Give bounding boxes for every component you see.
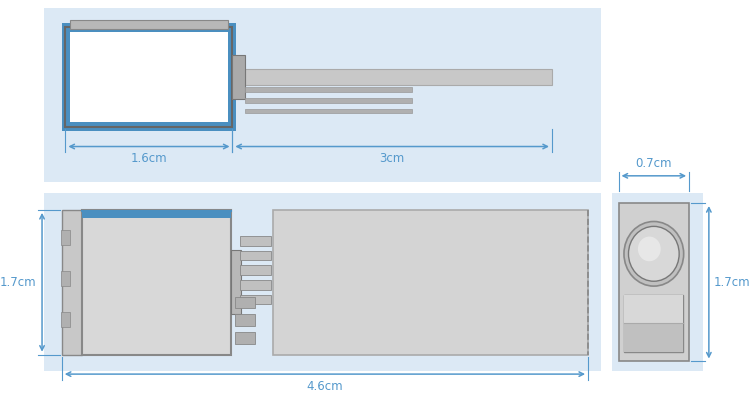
Bar bbox=[70, 32, 228, 122]
Bar bbox=[62, 210, 82, 355]
Bar bbox=[245, 109, 412, 113]
Circle shape bbox=[628, 227, 680, 281]
Bar bbox=[245, 69, 552, 85]
Text: 3cm: 3cm bbox=[380, 152, 405, 165]
Bar bbox=[61, 271, 70, 286]
Bar bbox=[240, 295, 272, 305]
Circle shape bbox=[624, 221, 684, 286]
Bar bbox=[245, 87, 412, 92]
Bar bbox=[624, 295, 683, 352]
Bar bbox=[61, 230, 70, 245]
Bar bbox=[44, 193, 602, 371]
Bar bbox=[70, 20, 228, 29]
Bar bbox=[82, 210, 231, 355]
Text: 1.7cm: 1.7cm bbox=[0, 276, 37, 289]
Bar bbox=[624, 323, 683, 352]
Bar bbox=[236, 297, 255, 309]
Bar bbox=[61, 312, 70, 327]
Bar bbox=[240, 236, 272, 246]
Text: 4.6cm: 4.6cm bbox=[307, 380, 344, 393]
Bar bbox=[245, 98, 412, 103]
Text: 1.7cm: 1.7cm bbox=[713, 276, 750, 289]
Bar bbox=[624, 295, 683, 323]
Circle shape bbox=[638, 236, 661, 261]
Bar bbox=[236, 332, 255, 344]
Bar bbox=[619, 203, 689, 361]
Bar bbox=[236, 314, 255, 326]
Bar bbox=[82, 210, 231, 218]
Bar bbox=[240, 280, 272, 290]
Text: 0.7cm: 0.7cm bbox=[635, 157, 672, 170]
Bar bbox=[612, 193, 703, 371]
Bar bbox=[240, 251, 272, 260]
Bar bbox=[232, 55, 245, 99]
Bar bbox=[273, 210, 588, 355]
Bar bbox=[65, 27, 232, 127]
Bar bbox=[44, 8, 602, 182]
Bar bbox=[240, 265, 272, 275]
Bar bbox=[231, 251, 242, 314]
Bar bbox=[62, 23, 236, 131]
Text: 1.6cm: 1.6cm bbox=[130, 152, 167, 165]
